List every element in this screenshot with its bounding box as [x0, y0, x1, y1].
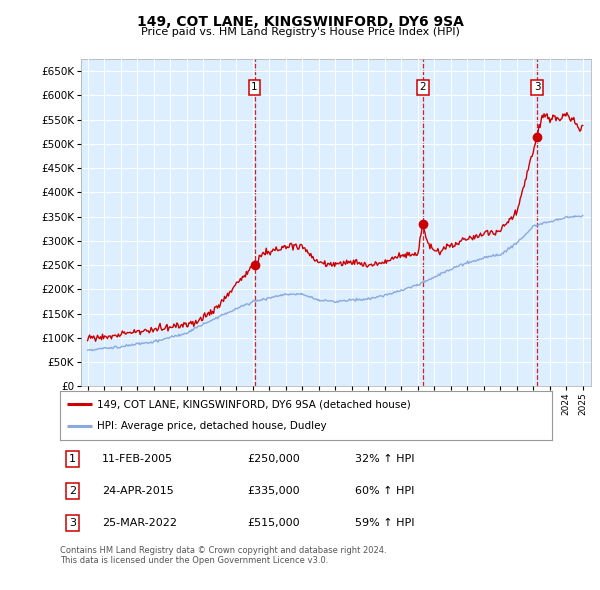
Text: Contains HM Land Registry data © Crown copyright and database right 2024.
This d: Contains HM Land Registry data © Crown c… — [60, 546, 386, 565]
Text: 60% ↑ HPI: 60% ↑ HPI — [355, 486, 415, 496]
Text: 1: 1 — [251, 82, 258, 92]
Text: 2: 2 — [419, 82, 426, 92]
Text: 2: 2 — [69, 486, 76, 496]
Text: 3: 3 — [534, 82, 541, 92]
Text: £515,000: £515,000 — [247, 518, 299, 528]
Text: Price paid vs. HM Land Registry's House Price Index (HPI): Price paid vs. HM Land Registry's House … — [140, 27, 460, 37]
Text: HPI: Average price, detached house, Dudley: HPI: Average price, detached house, Dudl… — [97, 421, 326, 431]
Text: 24-APR-2015: 24-APR-2015 — [102, 486, 173, 496]
Text: £335,000: £335,000 — [247, 486, 299, 496]
Text: 3: 3 — [69, 518, 76, 528]
Text: £250,000: £250,000 — [247, 454, 300, 464]
Text: 149, COT LANE, KINGSWINFORD, DY6 9SA (detached house): 149, COT LANE, KINGSWINFORD, DY6 9SA (de… — [97, 399, 410, 409]
Text: 11-FEB-2005: 11-FEB-2005 — [102, 454, 173, 464]
Text: 25-MAR-2022: 25-MAR-2022 — [102, 518, 177, 528]
Text: 59% ↑ HPI: 59% ↑ HPI — [355, 518, 415, 528]
Text: 1: 1 — [69, 454, 76, 464]
Text: 32% ↑ HPI: 32% ↑ HPI — [355, 454, 415, 464]
Text: 149, COT LANE, KINGSWINFORD, DY6 9SA: 149, COT LANE, KINGSWINFORD, DY6 9SA — [137, 15, 463, 29]
